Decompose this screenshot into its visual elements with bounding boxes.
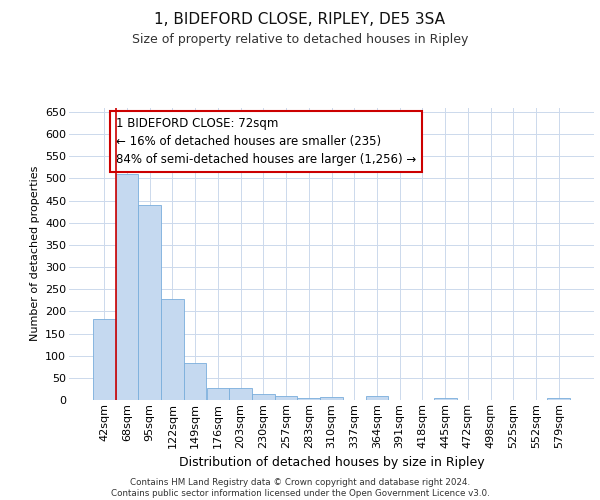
Bar [320,397,343,400]
Bar [139,205,161,400]
Text: 1 BIDEFORD CLOSE: 72sqm
← 16% of detached houses are smaller (235)
84% of semi-d: 1 BIDEFORD CLOSE: 72sqm ← 16% of detache… [116,118,416,166]
Text: 1, BIDEFORD CLOSE, RIPLEY, DE5 3SA: 1, BIDEFORD CLOSE, RIPLEY, DE5 3SA [155,12,445,28]
Bar [365,396,388,400]
Bar [252,394,275,400]
Text: Contains HM Land Registry data © Crown copyright and database right 2024.
Contai: Contains HM Land Registry data © Crown c… [110,478,490,498]
Bar [161,300,184,400]
Bar [547,398,570,400]
Bar [229,388,252,400]
Bar [93,319,116,400]
Bar [184,363,206,400]
Bar [275,396,298,400]
Bar [298,398,320,400]
Bar [434,398,457,400]
Text: Size of property relative to detached houses in Ripley: Size of property relative to detached ho… [132,32,468,46]
Y-axis label: Number of detached properties: Number of detached properties [29,166,40,342]
Bar [116,174,139,400]
X-axis label: Distribution of detached houses by size in Ripley: Distribution of detached houses by size … [179,456,484,469]
Bar [206,388,229,400]
